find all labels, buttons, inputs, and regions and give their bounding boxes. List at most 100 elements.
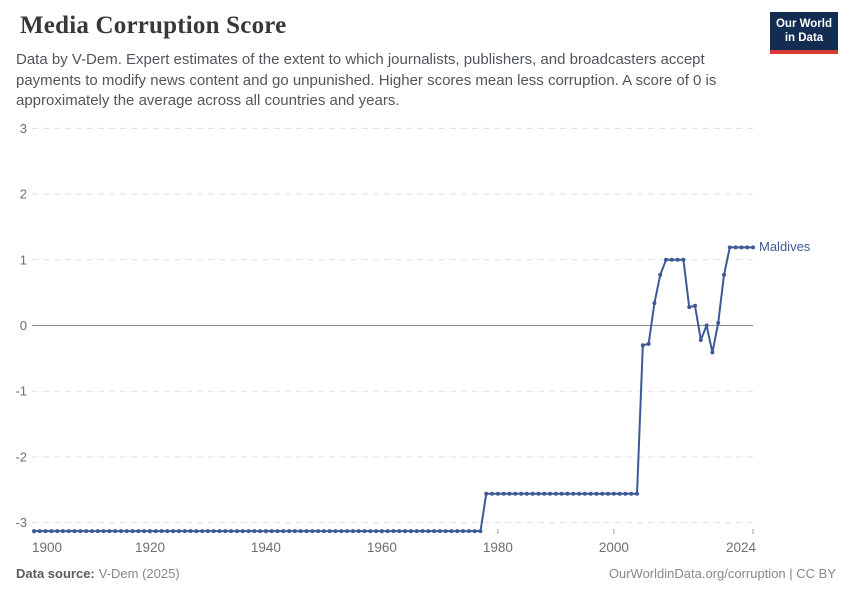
data-point: [194, 529, 199, 534]
data-point: [43, 529, 48, 534]
data-point: [252, 529, 257, 534]
data-point: [478, 529, 483, 534]
data-point: [89, 529, 94, 534]
x-tick-label: 1940: [251, 540, 281, 555]
data-point: [733, 245, 738, 250]
data-point: [687, 305, 692, 310]
data-point: [345, 529, 350, 534]
data-point: [124, 529, 129, 534]
data-point: [339, 529, 344, 534]
data-point: [397, 529, 402, 534]
data-point: [84, 529, 89, 534]
data-source-value: V-Dem (2025): [98, 566, 180, 581]
data-point: [153, 529, 158, 534]
data-point: [582, 491, 587, 496]
y-tick-label: -3: [15, 515, 27, 530]
data-point: [658, 272, 663, 277]
data-point: [350, 529, 355, 534]
data-point: [223, 529, 228, 534]
data-point: [484, 491, 489, 496]
y-tick-label: 2: [20, 187, 27, 202]
data-point: [652, 301, 657, 306]
data-point: [246, 529, 251, 534]
data-point: [182, 529, 187, 534]
data-point: [304, 529, 309, 534]
data-point: [95, 529, 100, 534]
data-point: [623, 491, 628, 496]
data-point: [507, 491, 512, 496]
owid-logo[interactable]: Our World in Data: [770, 12, 838, 54]
data-point: [443, 529, 448, 534]
data-point: [565, 491, 570, 496]
data-point: [37, 529, 42, 534]
data-point: [101, 529, 106, 534]
data-point: [275, 529, 280, 534]
entity-label: Maldives: [759, 239, 811, 255]
data-point: [461, 529, 466, 534]
data-point: [66, 529, 71, 534]
data-point: [530, 491, 535, 496]
data-point: [495, 491, 500, 496]
data-point: [675, 257, 680, 262]
data-point: [298, 529, 303, 534]
data-point: [739, 245, 744, 250]
data-point: [594, 491, 599, 496]
data-point: [408, 529, 413, 534]
data-point: [646, 341, 651, 346]
data-point: [130, 529, 135, 534]
x-tick-label: 1900: [32, 540, 62, 555]
data-point: [710, 350, 715, 355]
data-point: [414, 529, 419, 534]
data-point: [287, 529, 292, 534]
data-point: [432, 529, 437, 534]
data-point: [118, 529, 123, 534]
data-point: [269, 529, 274, 534]
x-tick-label: 1960: [367, 540, 397, 555]
data-point: [640, 343, 645, 348]
y-tick-label: 3: [20, 121, 27, 136]
data-point: [321, 529, 326, 534]
data-point: [316, 529, 321, 534]
data-point: [751, 245, 755, 250]
page-title: Media Corruption Score: [20, 12, 287, 39]
data-point: [635, 491, 640, 496]
x-tick-label: 1980: [483, 540, 513, 555]
data-point: [142, 529, 147, 534]
data-point: [310, 529, 315, 534]
footer-credit-text[interactable]: OurWorldinData.org/corruption | CC BY: [608, 566, 836, 581]
x-tick-label: 1920: [135, 540, 165, 555]
y-tick-label: -2: [15, 449, 27, 464]
data-point: [379, 529, 384, 534]
data-point: [472, 529, 477, 534]
data-point: [60, 529, 65, 534]
chart-footer: Data source: V-Dem (2025) OurWorldinData.…: [16, 566, 836, 581]
data-point: [205, 529, 210, 534]
data-point: [159, 529, 164, 534]
data-point: [519, 491, 524, 496]
series-line-maldives[interactable]: [33, 246, 754, 533]
data-point: [385, 529, 390, 534]
logo-line2: in Data: [784, 32, 824, 45]
data-source-label: Data source:: [16, 566, 95, 581]
data-point: [403, 529, 408, 534]
data-point: [147, 529, 152, 534]
data-point: [368, 529, 373, 534]
footer-credit[interactable]: OurWorldinData.org/corruption | CC BY: [609, 566, 836, 581]
data-point: [466, 529, 471, 534]
data-point: [629, 491, 634, 496]
data-point: [240, 529, 245, 534]
data-point: [559, 491, 564, 496]
x-tick-label: 2000: [599, 540, 629, 555]
data-point: [188, 529, 193, 534]
data-point: [420, 529, 425, 534]
data-point: [693, 303, 698, 308]
data-point: [211, 529, 216, 534]
data-point: [490, 491, 495, 496]
data-point: [229, 529, 234, 534]
data-point: [698, 337, 703, 342]
data-point: [171, 529, 176, 534]
data-point: [617, 491, 622, 496]
data-point: [426, 529, 431, 534]
